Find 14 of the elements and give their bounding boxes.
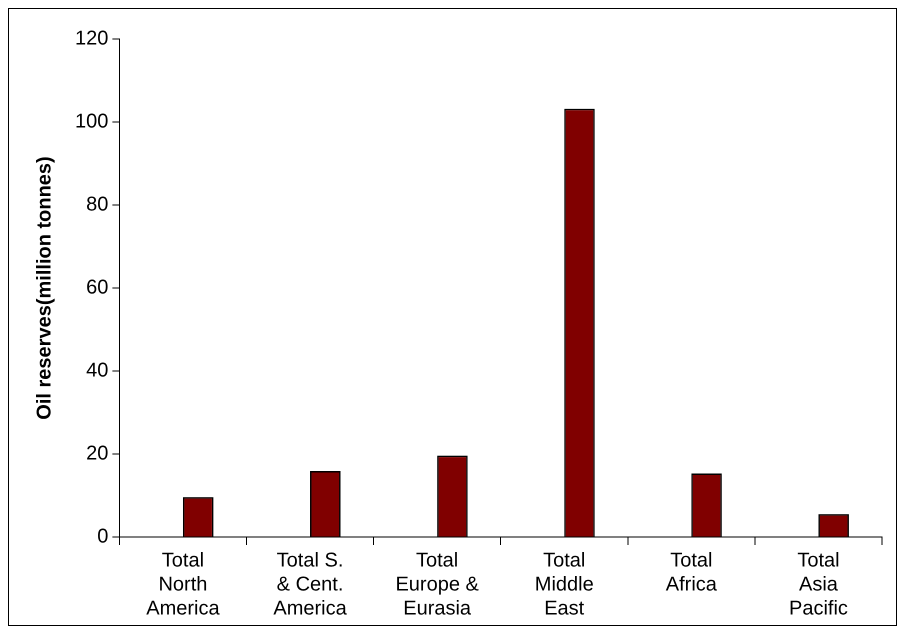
y-tick-label: 80 bbox=[86, 194, 108, 216]
y-tick-label: 20 bbox=[86, 442, 108, 465]
y-tick-label: 100 bbox=[74, 110, 108, 133]
x-tick-label: Total Europe & Eurasia bbox=[395, 550, 480, 620]
x-tick-label: Total Africa bbox=[666, 550, 718, 596]
y-tick-label: 60 bbox=[86, 276, 108, 299]
x-tick-label: Total North America bbox=[146, 550, 220, 620]
y-tick-label: 40 bbox=[86, 360, 108, 382]
x-tick-label: Total Middle East bbox=[534, 550, 594, 620]
x-tick-label: Total S. & Cent. America bbox=[273, 550, 348, 620]
y-tick-label: 0 bbox=[97, 526, 108, 548]
x-tick-label: Total Asia Pacific bbox=[788, 550, 848, 620]
y-tick-label: 120 bbox=[74, 28, 108, 50]
y-axis-title: Oil reserves(million tonnes) bbox=[34, 156, 56, 420]
